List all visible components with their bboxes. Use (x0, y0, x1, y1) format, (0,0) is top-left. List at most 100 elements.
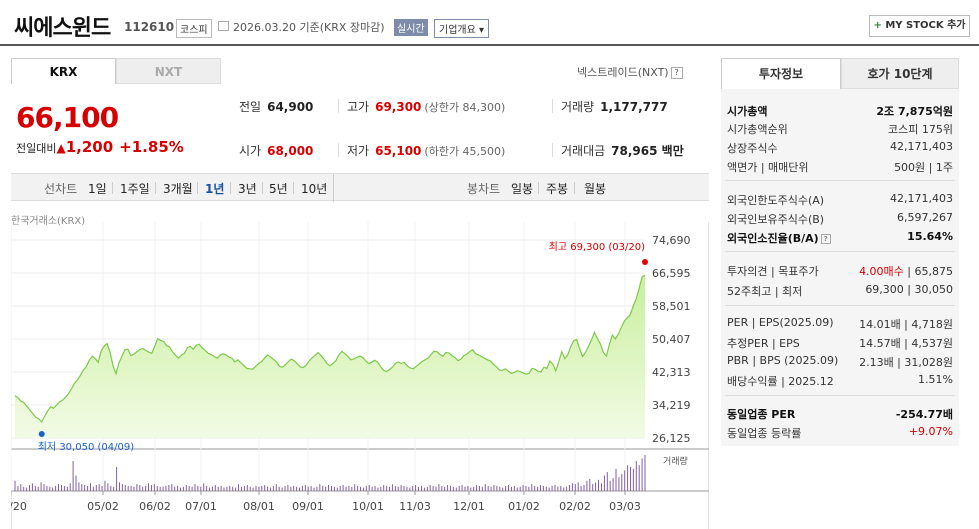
row-value: 15.64% (907, 230, 953, 243)
period-1y[interactable]: 1년 (205, 182, 225, 196)
x-tick-label: 12/01 (453, 500, 485, 513)
period-3y[interactable]: 3년 (238, 182, 257, 196)
divider (155, 182, 156, 194)
stat-value: 1,177,777 (600, 100, 668, 114)
candle-chart-label: 봉차트 (467, 182, 501, 196)
row-value: 14.57배 | 4,537원 (859, 337, 953, 350)
y-tick-label: 34,219 (652, 399, 691, 412)
stat-open: 시가 68,000 (239, 142, 313, 159)
row-value: 2.13배 | 31,028원 (859, 356, 953, 369)
max-marker (642, 258, 648, 265)
help-icon[interactable]: ? (670, 67, 683, 79)
y-tick-label: 26,125 (652, 432, 691, 445)
row-market-cap: 시가총액 2조 7,875억원 (725, 101, 955, 119)
my-stock-label: MY STOCK 추가 (885, 20, 966, 31)
realtime-button[interactable]: 실시간 (394, 19, 428, 36)
price-chart[interactable]: 74,690 66,595 58,501 50,407 42,313 34,219 26,1… (11, 222, 709, 529)
row-value: 42,171,403 (890, 140, 953, 153)
divider (262, 182, 263, 194)
x-tick-label: 03/03 (609, 500, 641, 513)
x-tick-label: 10/01 (352, 500, 384, 513)
row-cap-rank[interactable]: 시가총액순위 코스피 175위 (725, 119, 955, 137)
period-5y[interactable]: 5년 (269, 182, 288, 196)
row-value: 500원 | 1주 (894, 161, 953, 174)
row-label: 추정PER | EPS (727, 337, 800, 350)
x-axis: 03/20 05/02 06/02 07/01 08/01 09/01 10/01 11/03… (11, 491, 641, 513)
period-1d[interactable]: 1일 (88, 182, 107, 196)
row-label: PER | EPS(2025.09) (727, 316, 834, 329)
period-monthly[interactable]: 월봉 (584, 182, 607, 196)
divider (725, 251, 955, 252)
stat-label: 전일 (239, 100, 262, 114)
chart-source: 한국거래소(KRX) (11, 216, 86, 227)
x-tick-label: 08/01 (243, 500, 275, 513)
stock-code: 112610 (124, 20, 175, 34)
y-tick-label: 42,313 (652, 366, 691, 379)
row-value: 42,171,403 (890, 192, 953, 205)
row-label: 배당수익률 | 2025.12 (727, 375, 834, 388)
period-bar: 선차트 1일 1주일 3개월 1년 3년 5년 10년 봉차트 일봉 주봉 월봉 (11, 173, 709, 202)
info-panel (721, 58, 959, 446)
row-value: +9.07% (908, 425, 953, 438)
period-weekly[interactable]: 주봉 (546, 182, 569, 196)
help-icon[interactable]: ? (820, 234, 831, 244)
plus-icon: + (873, 20, 882, 31)
row-label: 투자의견 | 목표주가 (727, 265, 819, 278)
y-tick-label: 74,690 (652, 234, 691, 247)
row-label: 외국인한도주식수(A) (727, 194, 825, 207)
x-tick-label: 07/01 (185, 500, 217, 513)
row-label: 시가총액순위 (727, 123, 788, 136)
row-label-text: 외국인소진율(B/A) (727, 232, 819, 245)
stat-high: 고가 69,300 (상한가 84,300) (347, 98, 505, 115)
row-per: PER | EPS(2025.09) 14.01배 | 4,718원 (725, 314, 955, 332)
my-stock-add-button[interactable]: + MY STOCK 추가 (869, 15, 970, 37)
volume-label: 거래량 (663, 455, 688, 467)
nextrade-label: 넥스트레이드(NXT) (577, 66, 669, 79)
y-tick-label: 58,501 (652, 300, 691, 313)
stat-label: 시가 (239, 144, 262, 158)
stock-title: 씨에스윈드 (14, 16, 111, 41)
divider (338, 99, 339, 113)
period-1w[interactable]: 1주일 (120, 182, 150, 196)
divider (552, 99, 553, 113)
y-tick-label: 50,407 (652, 333, 691, 346)
row-foreign-hold: 외국인보유주식수(B) 6,597,267 (725, 209, 955, 227)
stat-volume: 거래량 1,177,777 (561, 98, 668, 115)
nextrade-link[interactable]: 넥스트레이드(NXT)? (577, 64, 683, 80)
row-value: 14.01배 | 4,718원 (859, 318, 953, 331)
info-tabs: 투자정보 호가 10단계 (721, 58, 959, 89)
row-est-per: 추정PER | EPS 14.57배 | 4,537원 (725, 333, 955, 351)
stat-amount: 거래대금 78,965 백만 (561, 142, 684, 159)
row-industry-per[interactable]: 동일업종 PER -254.77배 (725, 404, 955, 422)
stat-low: 저가 65,100 (하한가 45,500) (347, 142, 505, 159)
company-overview-dropdown[interactable]: 기업개요 ▾ (434, 19, 489, 38)
min-marker (38, 430, 45, 437)
period-10y[interactable]: 10년 (301, 182, 328, 196)
tab-order-book[interactable]: 호가 10단계 (841, 58, 959, 89)
x-tick-label: 11/03 (399, 500, 431, 513)
row-industry-rate[interactable]: 동일업종 등락률 +9.07% (725, 423, 955, 441)
row-pbr: PBR | BPS (2025.09) 2.13배 | 31,028원 (725, 352, 955, 370)
stat-value: 65,100 (375, 144, 422, 158)
stat-prev: 전일 64,900 (239, 98, 313, 115)
price-area (15, 275, 645, 438)
stat-label: 고가 (347, 100, 370, 114)
x-tick-label: 02/02 (559, 500, 591, 513)
stat-value: 68,000 (267, 144, 314, 158)
row-label: 시가총액 (727, 105, 768, 118)
row-value: 4.00매수 | 65,875 (859, 263, 953, 279)
opinion-value: 4.00매수 (859, 265, 904, 278)
row-value: 코스피 175위 (888, 123, 953, 136)
tab-krx[interactable]: KRX (11, 58, 116, 84)
line-chart-label: 선차트 (44, 182, 78, 196)
row-label: 외국인보유주식수(B) (727, 213, 825, 226)
row-label: 52주최고 | 최저 (727, 285, 803, 298)
period-daily[interactable]: 일봉 (511, 182, 534, 196)
period-3m[interactable]: 3개월 (163, 182, 193, 196)
divider (197, 182, 198, 194)
tab-investment-info[interactable]: 투자정보 (721, 58, 841, 89)
tab-nxt[interactable]: NXT (116, 58, 221, 84)
x-tick-label: 03/20 (11, 500, 27, 513)
quote-date: 2026.03.20 기준(KRX 장마감) (233, 21, 385, 34)
stat-value: 78,965 백만 (611, 144, 684, 158)
